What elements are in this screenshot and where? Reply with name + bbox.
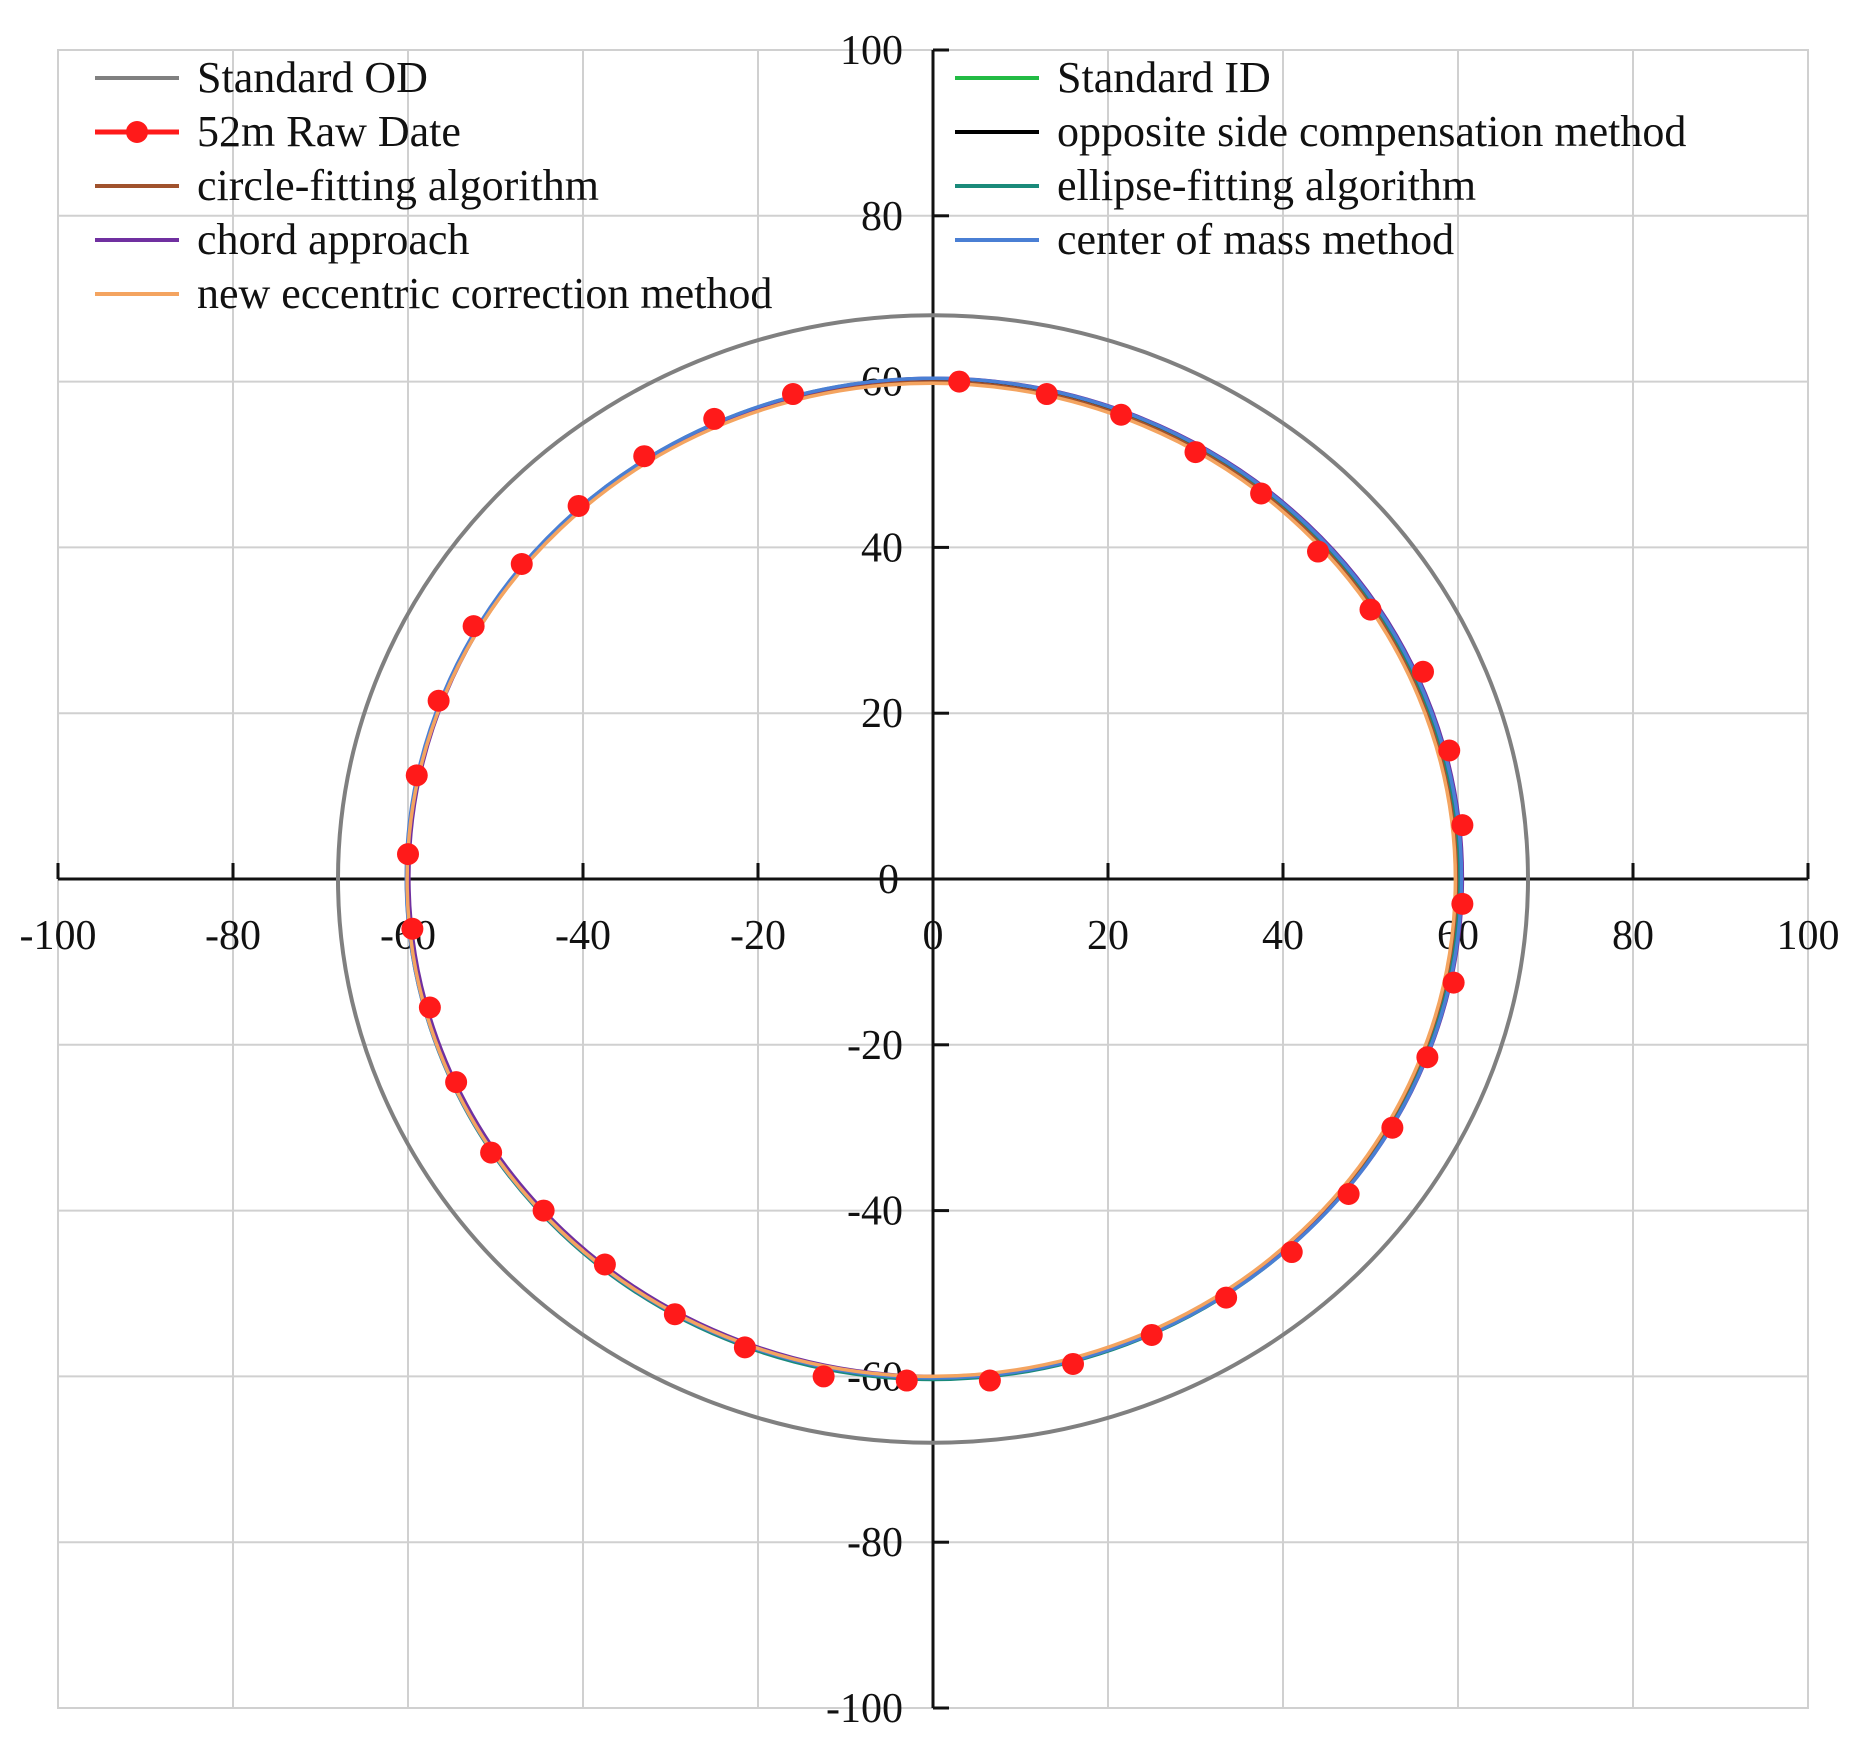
legend-item-circle-fitting-algorithm: circle-fitting algorithm [95,161,599,210]
series-new-eccentric-correction-method [405,381,1458,1379]
raw-data-point [418,996,441,1019]
raw-data-point [567,494,590,517]
raw-data-point [1451,892,1474,915]
x-tick-label: -40 [555,913,611,959]
x-tick-label: -20 [730,913,786,959]
raw-data-point [663,1303,686,1326]
raw-data-point [1110,403,1133,426]
y-tick-label: 80 [861,194,903,240]
legend-label: center of mass method [1057,215,1454,264]
raw-data-point [510,552,533,575]
y-tick-label: -80 [847,1520,903,1566]
x-tick-label: 100 [1777,913,1840,959]
legend-item-new-eccentric-correction-method: new eccentric correction method [95,269,772,318]
legend-item-standard-od: Standard OD [95,53,428,102]
y-tick-label: 20 [861,691,903,737]
series-standard-od [336,313,1530,1445]
raw-data-point [1438,739,1461,762]
legend-label: 52m Raw Date [197,107,461,156]
raw-data-point [445,1071,468,1094]
raw-data-point [1412,660,1434,683]
series-layer [336,313,1530,1445]
raw-data-point [1140,1323,1163,1346]
raw-data-point [1184,441,1207,464]
raw-data-point [633,445,656,468]
raw-data-point [593,1253,616,1276]
legend-item-ellipse-fitting-algorithm: ellipse-fitting algorithm [955,161,1476,210]
y-tick-label: -40 [847,1189,903,1235]
x-tick-label: 80 [1612,913,1654,959]
legend: Standard OD 52m Raw Date circle-fitting al… [95,53,1686,318]
x-tick-label: -80 [205,913,261,959]
raw-data-point [703,407,726,430]
raw-data-point [733,1336,756,1359]
raw-data-point [1035,383,1058,406]
legend-item-standard-id: Standard ID [955,53,1271,102]
raw-data-point [1250,482,1273,505]
y-tick-label: -100 [826,1686,903,1732]
legend-label: Standard ID [1057,53,1271,102]
legend-marker [126,121,148,143]
legend-item-opposite-side-compensation-method: opposite side compensation method [955,107,1686,156]
raw-data-point [532,1199,555,1222]
raw-data-point [782,383,804,406]
raw-data-point [405,764,428,787]
x-tick-label: 40 [1262,913,1304,959]
y-tick-label: 40 [861,525,903,571]
raw-data-point [397,843,419,866]
legend-label: circle-fitting algorithm [197,161,599,210]
raw-data-point [1062,1352,1084,1375]
raw-data-point [895,1369,918,1392]
raw-data-point [948,370,971,393]
legend-label: new eccentric correction method [197,269,772,318]
raw-data-point [1381,1116,1404,1139]
raw-data-point [978,1369,1001,1392]
raw-data-point [1215,1286,1238,1309]
raw-data-point [1451,814,1474,837]
raw-data-point [812,1365,835,1388]
y-tick-label: 100 [840,28,903,74]
legend-item-center-of-mass-method: center of mass method [955,215,1454,264]
axes: -100-80-60-40-20020406080100-100-80-60-4… [20,28,1840,1732]
raw-data-point [1307,540,1329,563]
raw-data-point [427,689,450,712]
raw-data-point [1416,1046,1439,1069]
legend-label: opposite side compensation method [1057,107,1686,156]
raw-data-point [1359,598,1382,621]
y-tick-label: 0 [878,857,899,903]
legend-label: Standard OD [197,53,428,102]
y-tick-label: -20 [847,1023,903,1069]
raw-data-point [1442,971,1465,994]
legend-item-52m-raw-date: 52m Raw Date [95,107,461,156]
x-tick-label: 0 [923,913,944,959]
raw-data-point [1337,1183,1360,1206]
legend-label: chord approach [197,215,469,264]
x-tick-label: 20 [1087,913,1129,959]
raw-data-point [401,917,424,940]
legend-label: ellipse-fitting algorithm [1057,161,1476,210]
x-tick-label: -100 [20,913,97,959]
raw-data-point [1280,1241,1303,1264]
legend-item-chord-approach: chord approach [95,215,469,264]
raw-data-point [462,615,485,638]
raw-data-point [480,1141,503,1164]
